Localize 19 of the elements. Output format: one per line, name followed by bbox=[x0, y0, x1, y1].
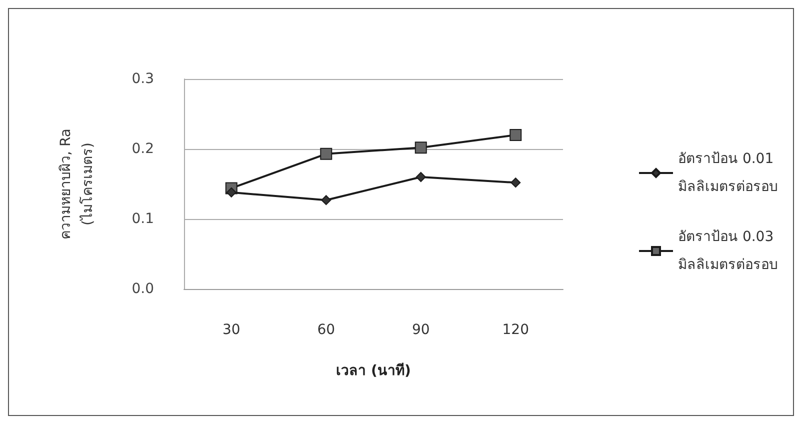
point bbox=[226, 187, 236, 198]
y-tick-label: 0.0 bbox=[132, 281, 154, 297]
y-axis-title: ความหยาบผิว, Ra (ไมโครเมตร) bbox=[58, 128, 96, 240]
y-tick-label: 0.2 bbox=[132, 141, 154, 157]
x-axis-title: เวลา (นาที) bbox=[336, 363, 411, 379]
x-tick-label: 60 bbox=[317, 322, 336, 338]
point bbox=[510, 178, 521, 188]
x-tick-label: 120 bbox=[502, 322, 529, 338]
x-tick-label: 90 bbox=[412, 322, 430, 338]
legend-label: อัตราป้อน 0.03 มิลลิเมตรต่อรอบ bbox=[678, 229, 778, 273]
x-tick-label: 30 bbox=[222, 322, 240, 338]
legend-label: อัตราป้อน 0.01 มิลลิเมตรต่อรอบ bbox=[678, 151, 778, 195]
y-tick-label: 0.1 bbox=[132, 211, 154, 227]
y-tick-label: 0.3 bbox=[132, 71, 154, 87]
point bbox=[320, 148, 332, 160]
point bbox=[510, 129, 522, 141]
point bbox=[321, 195, 332, 206]
point bbox=[416, 172, 426, 182]
point bbox=[414, 142, 427, 154]
